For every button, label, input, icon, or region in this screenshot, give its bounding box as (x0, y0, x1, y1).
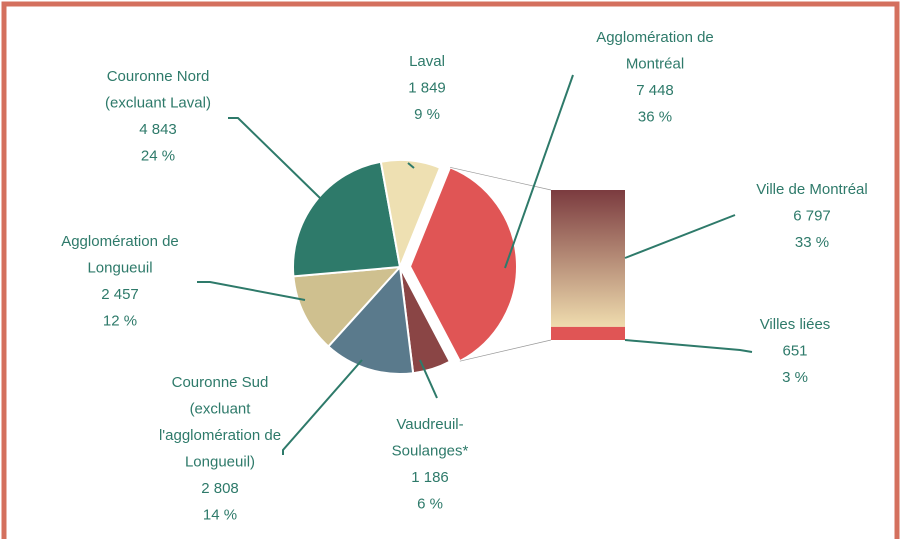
category-label: Ville de Montréal (756, 181, 867, 198)
leader-line (504, 74, 574, 269)
value-label: 7 448 (636, 82, 674, 99)
percent-label: 33 % (795, 234, 829, 251)
pie-slice (292, 160, 402, 278)
category-label: l'agglomération de (159, 427, 281, 444)
bar-segment (551, 190, 625, 327)
value-label: 6 797 (793, 207, 831, 224)
value-label: 1 849 (408, 79, 446, 96)
pie-slice (379, 159, 442, 271)
category-label: Longueuil (87, 259, 152, 276)
category-label: Montréal (626, 55, 684, 72)
value-label: 2 808 (201, 480, 239, 497)
category-label: Soulanges* (392, 442, 469, 459)
pie-slice (326, 264, 415, 375)
category-label: Longueuil) (185, 453, 255, 470)
leader-line (624, 339, 753, 353)
percent-label: 24 % (141, 147, 175, 164)
leader-line (228, 117, 321, 199)
category-label: Villes liées (760, 316, 831, 333)
value-label: 2 457 (101, 286, 139, 303)
category-label: Couronne Nord (107, 68, 210, 85)
category-label: Couronne Sud (172, 374, 269, 391)
leader-line (407, 162, 415, 169)
bar-segment (551, 326, 625, 340)
category-label: Vaudreuil- (396, 416, 463, 433)
percent-label: 9 % (414, 106, 440, 123)
value-label: 1 186 (411, 469, 449, 486)
category-label: Agglomération de (596, 29, 714, 46)
value-label: 4 843 (139, 121, 177, 138)
leader-line (197, 281, 306, 301)
pie-slice (292, 265, 403, 348)
percent-label: 14 % (203, 506, 237, 523)
category-label: Agglomération de (61, 233, 179, 250)
value-label: 651 (782, 342, 807, 359)
category-label: Laval (409, 53, 445, 70)
percent-label: 12 % (103, 312, 137, 329)
leader-line (624, 214, 736, 259)
category-label: (excluant (190, 400, 252, 417)
pie-slice (408, 165, 518, 363)
connector (459, 339, 552, 362)
leader-line (419, 359, 438, 399)
percent-label: 6 % (417, 495, 443, 512)
percent-label: 36 % (638, 108, 672, 125)
category-label: (excluant Laval) (105, 94, 211, 111)
leader-line (282, 359, 363, 455)
percent-label: 3 % (782, 369, 808, 386)
